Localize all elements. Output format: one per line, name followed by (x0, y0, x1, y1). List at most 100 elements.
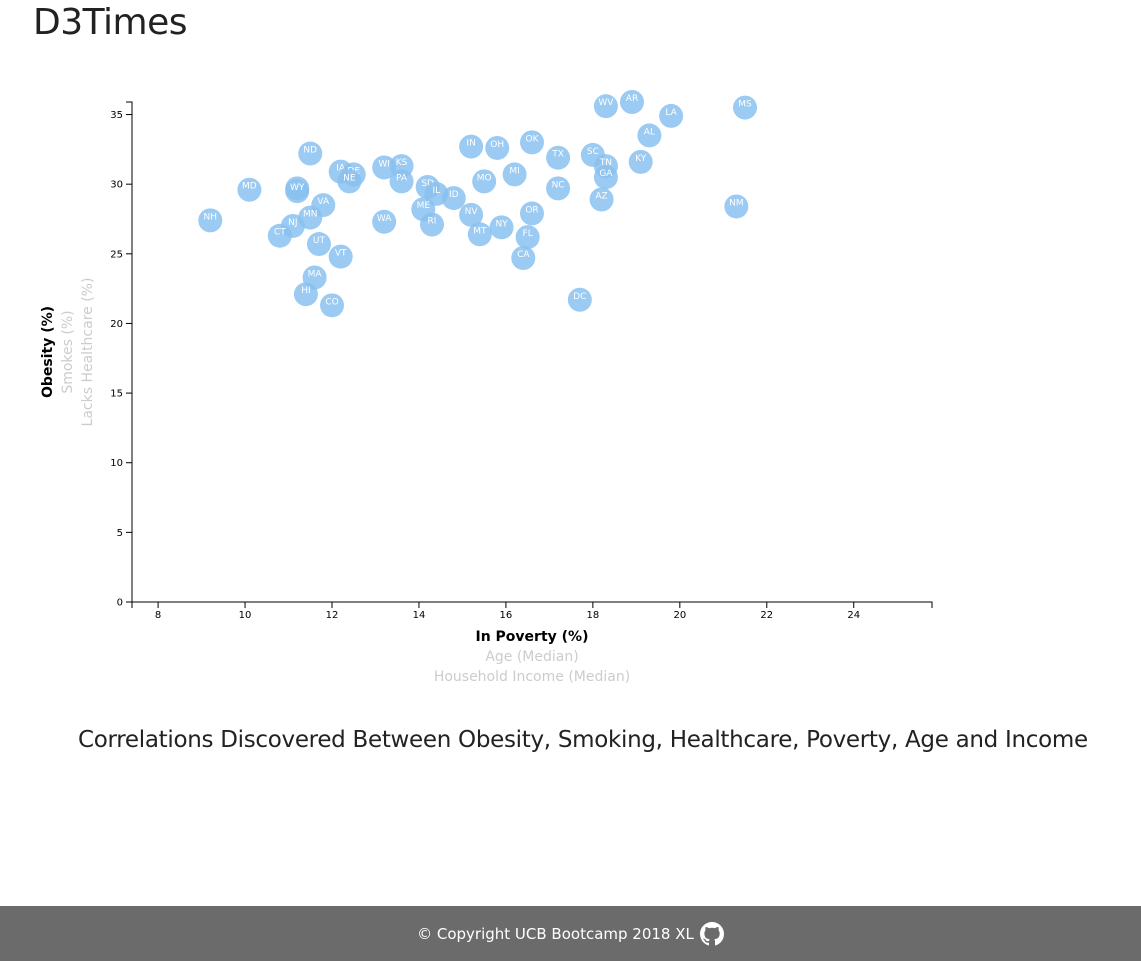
state-marker-mt[interactable]: MT (467, 222, 492, 247)
state-marker-nm[interactable]: NM (724, 194, 749, 219)
state-circle[interactable] (337, 169, 362, 194)
state-marker-mo[interactable]: MO (472, 169, 497, 194)
state-label: VT (335, 249, 347, 259)
y-axis-label-inactive[interactable]: Lacks Healthcare (%) (80, 278, 96, 427)
state-marker-mi[interactable]: MI (502, 162, 527, 187)
github-icon[interactable] (699, 921, 724, 946)
state-marker-ny[interactable]: NY (489, 215, 514, 240)
state-label: MI (509, 166, 519, 176)
state-circle[interactable] (320, 293, 344, 318)
state-circle[interactable] (459, 202, 484, 227)
y-axis: 0 5 10 15 20 25 30 35 (110, 101, 133, 609)
state-circle[interactable] (198, 208, 223, 233)
state-circle[interactable] (520, 130, 544, 155)
state-circle[interactable] (293, 282, 318, 307)
state-marker-ky[interactable]: KY (628, 149, 653, 174)
state-label: LA (665, 108, 677, 118)
x-axis-label-inactive[interactable]: Age (Median) (485, 649, 578, 665)
state-marker-ms[interactable]: MS (733, 95, 758, 120)
state-marker-ga[interactable]: GA (593, 165, 618, 190)
state-marker-vt[interactable]: VT (328, 244, 353, 269)
state-marker-az[interactable]: AZ (589, 187, 614, 212)
y-axis-label-active[interactable]: Obesity (%) (40, 306, 56, 398)
state-circle[interactable] (472, 169, 497, 194)
state-circle[interactable] (420, 212, 444, 237)
state-circle[interactable] (589, 187, 614, 212)
state-circle[interactable] (520, 201, 544, 226)
state-marker-ut[interactable]: UT (306, 232, 331, 257)
state-circle[interactable] (546, 145, 571, 170)
state-circle[interactable] (298, 141, 323, 166)
state-circle[interactable] (659, 103, 684, 128)
state-marker-wv[interactable]: WV (593, 94, 618, 119)
state-marker-al[interactable]: AL (637, 123, 662, 148)
state-circle[interactable] (372, 209, 397, 234)
state-marker-tx[interactable]: TX (546, 145, 571, 170)
y-tick-label: 15 (110, 389, 123, 400)
x-tick-label: 14 (413, 610, 426, 621)
x-tick-label: 8 (155, 610, 161, 621)
y-axis-label-inactive[interactable]: Smokes (%) (60, 310, 76, 393)
state-label: IL (433, 186, 441, 196)
state-circle[interactable] (567, 287, 592, 312)
state-circle[interactable] (733, 95, 758, 120)
state-circle[interactable] (515, 225, 540, 250)
state-circle[interactable] (467, 222, 492, 247)
state-marker-oh[interactable]: OH (485, 135, 510, 160)
state-marker-md[interactable]: MD (237, 177, 262, 202)
state-marker-ok[interactable]: OK (520, 130, 544, 155)
state-marker-ct[interactable]: CT (267, 223, 292, 248)
state-circle[interactable] (285, 179, 310, 204)
state-marker-la[interactable]: LA (659, 103, 684, 128)
state-circle[interactable] (628, 149, 653, 174)
x-axis: 8 10 12 14 16 18 20 22 24 (131, 601, 933, 621)
state-circle[interactable] (637, 123, 662, 148)
state-marker-ne[interactable]: NE (337, 169, 362, 194)
state-marker-fl[interactable]: FL (515, 225, 540, 250)
state-marker-hi[interactable]: HI (293, 282, 318, 307)
state-circle[interactable] (489, 215, 514, 240)
state-marker-wy[interactable]: WY (285, 179, 310, 204)
state-marker-or[interactable]: OR (520, 201, 544, 226)
state-circle[interactable] (502, 162, 527, 187)
x-axis-label-inactive[interactable]: Household Income (Median) (434, 669, 630, 685)
state-marker-pa[interactable]: PA (389, 169, 414, 194)
state-label: MO (477, 173, 492, 183)
state-label: SC (587, 147, 599, 157)
state-circle[interactable] (459, 134, 484, 159)
state-circle[interactable] (724, 194, 749, 219)
state-marker-id[interactable]: ID (441, 186, 466, 211)
state-label: UT (313, 236, 326, 246)
state-marker-nd[interactable]: ND (298, 141, 323, 166)
state-circle[interactable] (485, 135, 510, 160)
x-axis-label-active[interactable]: In Poverty (%) (476, 629, 589, 645)
state-circle[interactable] (546, 176, 571, 201)
state-circle[interactable] (620, 90, 644, 114)
state-circle[interactable] (593, 165, 618, 190)
state-circle[interactable] (511, 245, 536, 270)
state-circle[interactable] (237, 177, 262, 202)
state-circle[interactable] (389, 169, 414, 194)
state-label: NC (552, 180, 565, 190)
state-marker-ar[interactable]: AR (620, 90, 644, 114)
state-label: CA (517, 250, 530, 260)
state-circle[interactable] (306, 232, 331, 257)
state-circle[interactable] (328, 244, 353, 269)
y-tick-label: 0 (117, 598, 123, 609)
state-marker-wi[interactable]: WI (372, 155, 397, 180)
state-circle[interactable] (267, 223, 292, 248)
state-marker-nc[interactable]: NC (546, 176, 571, 201)
state-circle[interactable] (441, 186, 466, 211)
state-circle[interactable] (593, 94, 618, 119)
state-marker-wa[interactable]: WA (372, 209, 397, 234)
state-marker-co[interactable]: CO (320, 293, 344, 318)
state-marker-in[interactable]: IN (459, 134, 484, 159)
state-marker-nv[interactable]: NV (459, 202, 484, 227)
state-marker-ri[interactable]: RI (420, 212, 444, 237)
state-marker-nh[interactable]: NH (198, 208, 223, 233)
state-label: DC (573, 292, 586, 302)
state-marker-ca[interactable]: CA (511, 245, 536, 270)
state-label: AZ (595, 191, 607, 201)
state-circle[interactable] (372, 155, 397, 180)
state-marker-dc[interactable]: DC (567, 287, 592, 312)
